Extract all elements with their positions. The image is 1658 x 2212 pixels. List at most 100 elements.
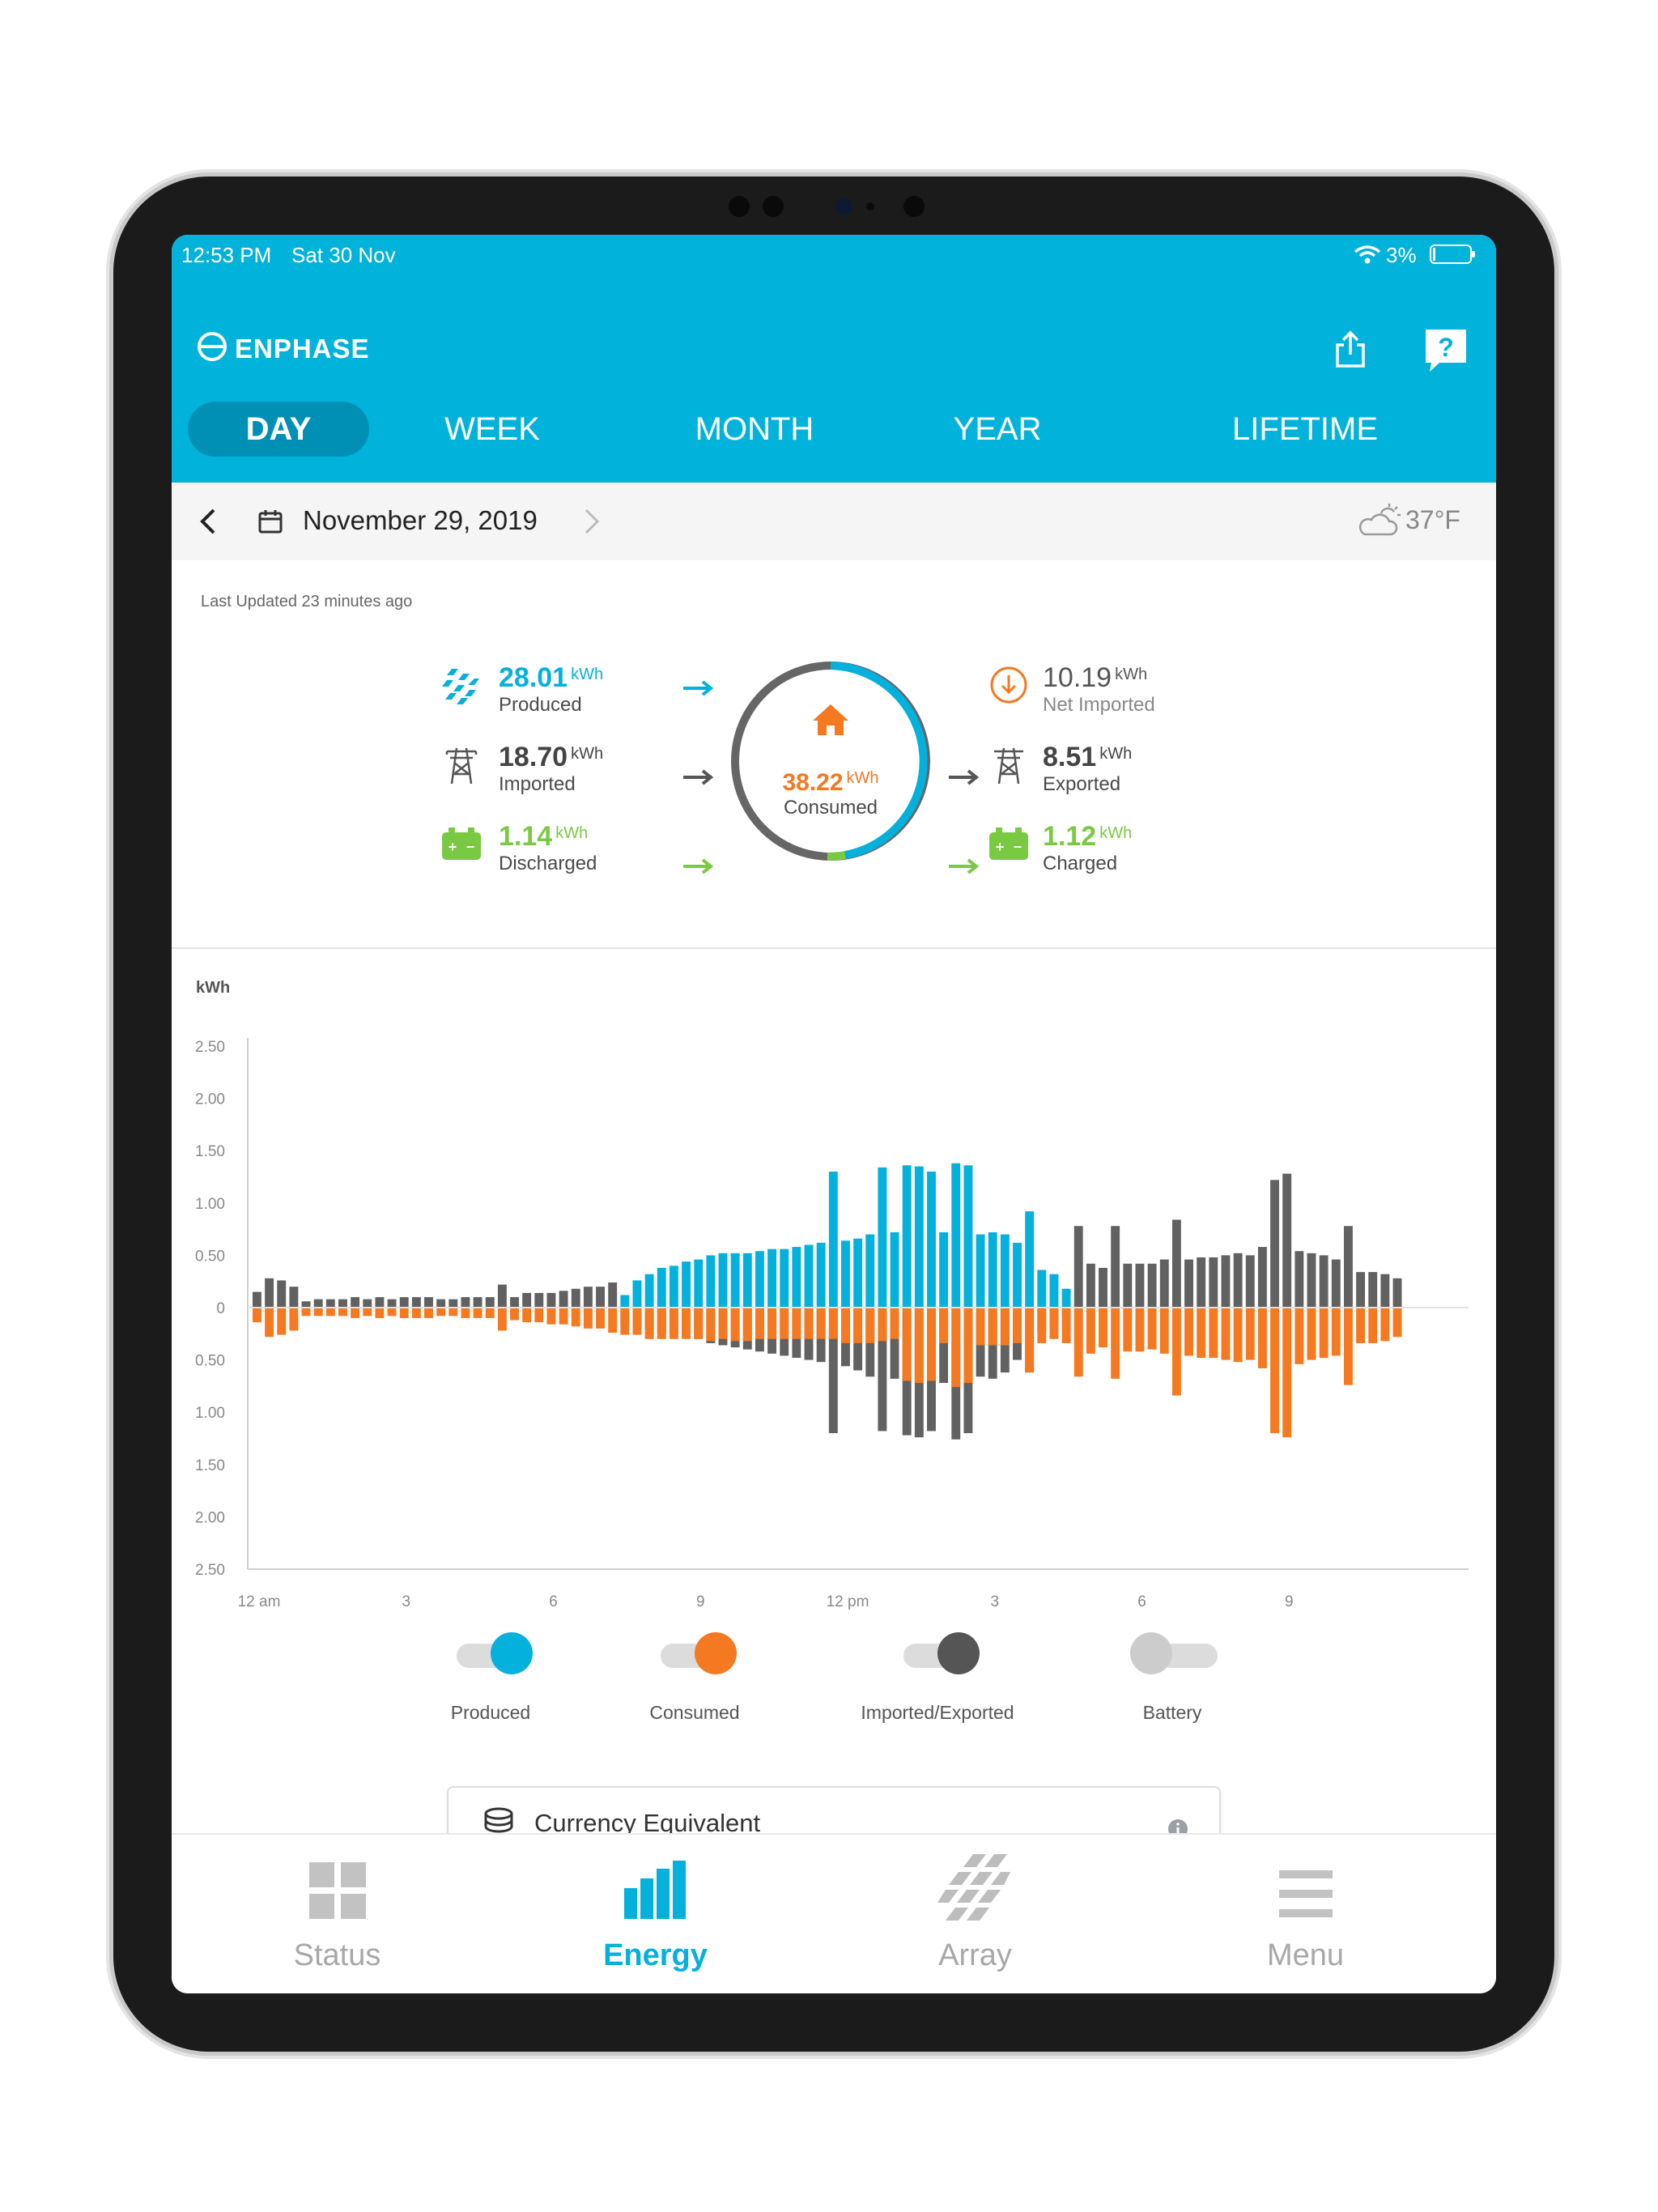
consumed-bar <box>890 1308 899 1339</box>
produced-bar <box>841 1240 850 1308</box>
nav-menu[interactable]: Menu <box>1140 1835 1471 1993</box>
consumed-bar <box>804 1308 814 1339</box>
consumed-bar <box>644 1308 654 1339</box>
consumed-label: Consumed <box>783 797 878 819</box>
exported-bar <box>828 1308 838 1434</box>
imported-bar <box>1245 1255 1255 1308</box>
nav-status[interactable]: Status <box>172 1835 503 1993</box>
toggle-produced[interactable] <box>449 1632 533 1674</box>
imported-bar <box>1392 1278 1402 1308</box>
tab-week[interactable]: WEEK <box>444 411 540 447</box>
consumed-bar <box>411 1308 421 1318</box>
imported-bar <box>534 1292 544 1308</box>
camera-dot <box>903 196 925 217</box>
consumed-bar <box>1245 1308 1255 1360</box>
consumed-bar <box>1209 1308 1218 1359</box>
power-tower-export-icon <box>994 747 1023 785</box>
consumed-bar <box>1356 1308 1366 1343</box>
imported-bar <box>1221 1255 1231 1308</box>
imported-bar <box>363 1299 372 1308</box>
imported-bar <box>1331 1259 1341 1308</box>
imported-arrow-icon <box>683 769 714 785</box>
consumed-bar <box>1049 1308 1059 1339</box>
imported-bar <box>1123 1263 1133 1308</box>
imported-bar <box>1099 1267 1107 1308</box>
nav-energy[interactable]: Energy <box>490 1835 821 1993</box>
consumed-bar <box>571 1308 580 1327</box>
consumed-bar <box>1147 1308 1157 1350</box>
calendar-icon[interactable] <box>257 508 283 534</box>
imported-bar <box>1111 1226 1120 1308</box>
imported-bar <box>461 1297 470 1308</box>
toggle-knob <box>937 1632 980 1674</box>
brand-name: ENPHASE <box>235 334 370 364</box>
flow-arrows <box>683 680 980 874</box>
imported-bar <box>387 1299 397 1308</box>
consumed-bar <box>253 1308 261 1323</box>
consumed-unit: kWh <box>846 769 879 787</box>
toggle-imported-exported[interactable] <box>895 1632 980 1674</box>
consumed-bar <box>1380 1308 1390 1342</box>
consumed-bar <box>363 1308 372 1317</box>
consumed-bar <box>1123 1308 1133 1352</box>
tab-lifetime[interactable]: LIFETIME <box>1231 411 1379 447</box>
consumed-bar <box>497 1308 507 1331</box>
consumed-bar <box>865 1308 875 1343</box>
consumed-bar <box>436 1308 446 1317</box>
imported-bar <box>497 1284 507 1308</box>
charged-unit: kWh <box>1099 824 1133 842</box>
y-tick-label: 2.00 <box>195 1509 225 1526</box>
help-icon[interactable]: ? <box>1423 327 1469 374</box>
produced-bar <box>816 1242 826 1308</box>
consumed-bar <box>1000 1308 1010 1346</box>
solar-panel-icon <box>442 669 479 704</box>
share-icon[interactable] <box>1333 330 1368 369</box>
imported-label: Imported <box>499 773 576 795</box>
imported-bar <box>510 1297 519 1308</box>
produced-bar <box>976 1234 985 1308</box>
imported-bar <box>289 1287 299 1308</box>
consumed-bar <box>780 1308 789 1339</box>
consumed-bar <box>424 1308 433 1318</box>
consumed-bar <box>1135 1308 1145 1352</box>
y-tick-label: 1.00 <box>195 1196 225 1213</box>
nav-array[interactable]: Array <box>810 1835 1141 1993</box>
produced-bar <box>718 1253 728 1308</box>
exported-value: 8.51 <box>1043 742 1097 772</box>
toggle-battery[interactable] <box>1130 1632 1218 1674</box>
imported-bar <box>1073 1226 1083 1308</box>
legend-label: Produced <box>450 1702 531 1723</box>
y-tick-label: 1.50 <box>195 1143 225 1160</box>
consumed-bar <box>1025 1308 1035 1373</box>
tab-year[interactable]: YEAR <box>953 411 1042 447</box>
date-bar: November 29, 2019 37°F <box>172 483 1496 560</box>
imported-bar <box>351 1297 360 1308</box>
consumed-bar <box>1013 1308 1022 1343</box>
nav-energy-label: Energy <box>603 1938 708 1972</box>
x-tick-label: 6 <box>549 1593 558 1610</box>
tab-day[interactable]: DAY <box>188 402 369 457</box>
y-tick-label: 2.00 <box>195 1091 225 1108</box>
imported-bar <box>485 1297 495 1308</box>
toggle-consumed[interactable] <box>653 1632 737 1674</box>
consumed-bar <box>988 1308 997 1346</box>
imported-bar <box>583 1287 593 1308</box>
tab-month[interactable]: MONTH <box>695 411 814 447</box>
net-import-icon <box>990 666 1027 704</box>
produced-bar <box>804 1244 814 1308</box>
consumed-bar <box>951 1308 961 1388</box>
y-tick-label: 2.50 <box>195 1562 225 1579</box>
consumed-bar <box>1086 1308 1095 1354</box>
consumed-bar <box>1159 1308 1169 1354</box>
produced-bar <box>902 1165 912 1308</box>
status-grid-icon <box>309 1862 366 1919</box>
selected-date[interactable]: November 29, 2019 <box>303 505 538 535</box>
chevron-right-icon[interactable] <box>580 505 604 538</box>
nav-status-label: Status <box>293 1938 381 1972</box>
consumed-bar <box>301 1308 311 1317</box>
svg-text:−: − <box>466 839 475 855</box>
chevron-left-icon[interactable] <box>196 505 220 538</box>
produced-bar <box>669 1266 678 1308</box>
currency-title: Currency Equivalent <box>534 1809 761 1837</box>
produced-bar <box>620 1295 630 1308</box>
